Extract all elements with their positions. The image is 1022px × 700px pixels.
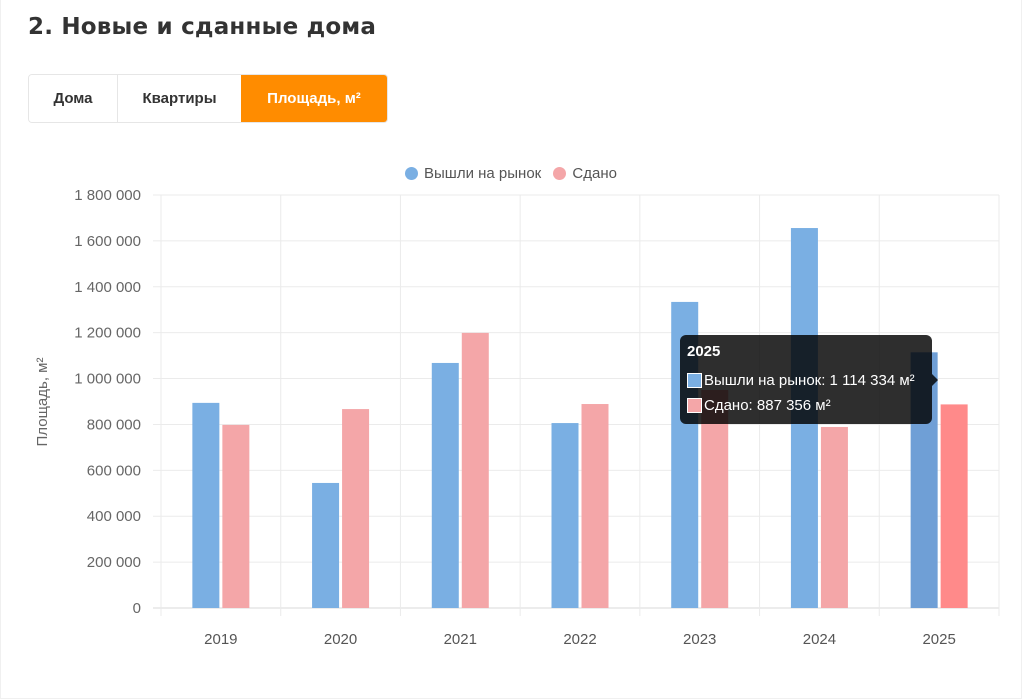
tooltip-title: 2025 [687, 343, 721, 360]
y-tick-label: 800 000 [87, 416, 141, 433]
y-tick-label: 1 800 000 [74, 187, 141, 204]
legend-label-done: Сдано [572, 165, 617, 182]
legend-label-new: Вышли на рынок [424, 165, 542, 182]
y-tick-label: 1 000 000 [74, 371, 141, 388]
y-tick-label: 1 200 000 [74, 325, 141, 342]
x-tick-label: 2021 [444, 631, 477, 648]
bar-done-2019[interactable] [222, 424, 250, 608]
x-tick-label: 2025 [922, 631, 955, 648]
bar-done-2020[interactable] [342, 409, 370, 608]
tooltip-swatch-icon [687, 397, 702, 413]
bar-done-2021[interactable] [461, 332, 489, 608]
x-tick-label: 2020 [324, 631, 357, 648]
tab-houses[interactable]: Дома [29, 75, 117, 122]
tooltip-row-done: Сдано: 887 356 м² [687, 394, 925, 416]
chart-tooltip: 2025 Вышли на рынок: 1 114 334 м² Сдано:… [680, 335, 938, 424]
y-tick-label: 600 000 [87, 462, 141, 479]
bar-done-2023[interactable] [701, 390, 729, 608]
legend-dot-icon [405, 167, 419, 180]
page-title: 2. Новые и сданные дома [28, 14, 377, 40]
legend-dot-icon [553, 167, 567, 180]
tooltip-swatch-icon [687, 372, 702, 388]
bar-new-2022[interactable] [551, 423, 579, 608]
y-tick-label: 400 000 [87, 508, 141, 525]
bar-new-2021[interactable] [431, 362, 459, 608]
x-tick-label: 2019 [204, 631, 237, 648]
bar-new-2020[interactable] [312, 482, 340, 608]
tab-apartments[interactable]: Квартиры [117, 75, 241, 122]
tab-group: Дома Квартиры Площадь, м² [28, 74, 388, 123]
x-tick-label: 2023 [683, 631, 716, 648]
tooltip-row-new: Вышли на рынок: 1 114 334 м² [687, 369, 925, 391]
tooltip-value-new: Вышли на рынок: 1 114 334 м² [704, 371, 915, 389]
bar-done-2025[interactable] [940, 404, 968, 608]
y-tick-label: 200 000 [87, 554, 141, 571]
tooltip-value-done: Сдано: 887 356 м² [704, 396, 831, 414]
bar-done-2022[interactable] [581, 404, 609, 608]
y-tick-label: 0 [133, 600, 141, 617]
x-tick-label: 2022 [563, 631, 596, 648]
y-axis-title: Площадь, м² [34, 358, 51, 447]
y-tick-label: 1 600 000 [74, 233, 141, 250]
tab-area[interactable]: Площадь, м² [241, 75, 387, 122]
legend-item-done[interactable]: Сдано [553, 165, 617, 182]
x-tick-label: 2024 [803, 631, 836, 648]
bar-new-2019[interactable] [192, 402, 220, 608]
chart-legend: Вышли на рынок Сдано [0, 165, 1022, 184]
bar-done-2024[interactable] [820, 426, 848, 608]
y-tick-label: 1 400 000 [74, 279, 141, 296]
legend-item-new[interactable]: Вышли на рынок [405, 165, 541, 182]
